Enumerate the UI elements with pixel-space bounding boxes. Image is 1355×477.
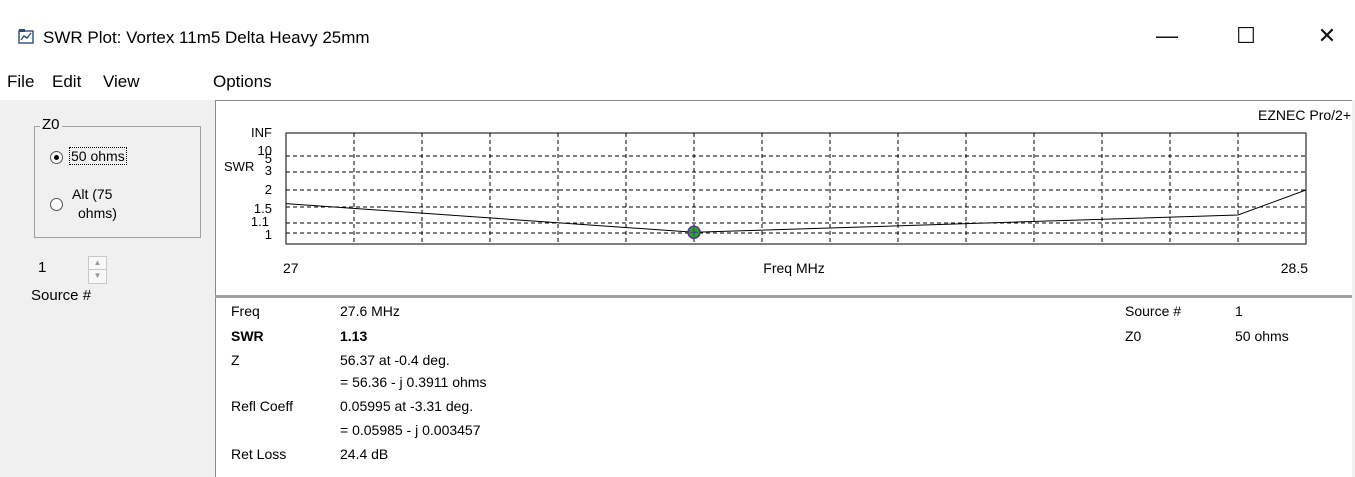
readout-label: Z	[231, 352, 240, 368]
y-tick-label: 10	[258, 143, 272, 158]
panel-splitter[interactable]	[215, 295, 1355, 298]
maximize-button[interactable]: ☐	[1236, 23, 1256, 48]
source-number-value[interactable]: 1	[38, 259, 47, 276]
readout-value: 50 ohms	[1235, 328, 1289, 344]
source-number-label: Source #	[31, 287, 92, 304]
radio-alt-ohms-label-line2[interactable]: ohms)	[78, 205, 117, 221]
title-bar: SWR Plot: Vortex 11m5 Delta Heavy 25mm —…	[0, 0, 1355, 66]
readout-value: 27.6 MHz	[340, 303, 400, 319]
radio-alt-ohms[interactable]	[50, 198, 63, 211]
readout-value: = 56.36 - j 0.3911 ohms	[340, 374, 487, 390]
readout-value: 56.37 at -0.4 deg.	[340, 352, 450, 368]
brand-label: EZNEC Pro/2+	[1258, 107, 1351, 123]
menu-bar	[0, 66, 1355, 100]
plot-window-icon	[18, 29, 34, 44]
readout-label: Z0	[1125, 328, 1142, 344]
y-tick-label: INF	[251, 125, 272, 140]
source-spinner[interactable]: ▲ ▼	[88, 256, 107, 284]
close-button[interactable]: ✕	[1317, 23, 1337, 48]
readout-label: Freq	[231, 303, 260, 319]
radio-selected-dot	[54, 155, 59, 160]
radio-50-ohms-label[interactable]: 50 ohms	[69, 147, 127, 165]
menu-edit[interactable]: Edit	[52, 72, 82, 91]
x-axis-label: Freq MHz	[763, 260, 824, 276]
window-title: SWR Plot: Vortex 11m5 Delta Heavy 25mm	[43, 28, 370, 47]
readout-value: = 0.05985 - j 0.003457	[340, 422, 481, 438]
readout-label: Ret Loss	[231, 446, 287, 462]
window-right-edge	[1352, 100, 1355, 477]
y-tick-label: 3	[265, 163, 272, 178]
left-panel	[0, 100, 215, 477]
readout-value: 24.4 dB	[340, 446, 389, 462]
readout-label: SWR	[231, 328, 264, 344]
spin-down-icon[interactable]: ▼	[93, 271, 102, 280]
spin-up-icon[interactable]: ▲	[89, 257, 106, 270]
x-end-label: 28.5	[1281, 260, 1308, 276]
y-tick-label: 2	[265, 182, 272, 197]
radio-50-ohms[interactable]	[50, 151, 63, 164]
z0-legend: Z0	[40, 116, 62, 133]
plot-frame	[285, 132, 1307, 245]
z0-groupbox	[34, 126, 201, 238]
y-tick-label: 1.5	[254, 201, 272, 216]
y-tick-label: 1	[265, 227, 272, 242]
menu-options[interactable]: Options	[213, 72, 272, 91]
menu-file[interactable]: File	[7, 72, 35, 91]
readout-label: Refl Coeff	[231, 398, 293, 414]
x-start-label: 27	[283, 260, 299, 276]
readout-label: Source #	[1125, 303, 1182, 319]
radio-alt-ohms-label-line1[interactable]: Alt (75	[72, 186, 113, 202]
menu-view[interactable]: View	[103, 72, 140, 91]
readout-value: 0.05995 at -3.31 deg.	[340, 398, 474, 414]
readout-value: 1.13	[340, 328, 368, 344]
y-tick-label: 5	[265, 151, 272, 166]
readout-value: 1	[1235, 303, 1243, 319]
swr-curve	[285, 189, 1307, 233]
readout-panel: Freq 27.6 MHz SWR 1.13 Z 56.37 at -0.4 deg. = …	[215, 298, 1355, 477]
y-tick-label: 1.1	[251, 214, 269, 229]
minimize-button[interactable]: —	[1156, 23, 1178, 48]
y-axis-label: SWR	[224, 159, 254, 174]
plot-panel: INF 10 5 3 2 1.5 1.1 1 SWR 27 28.5 Freq MHz EZNEC Pr…	[215, 100, 1355, 295]
